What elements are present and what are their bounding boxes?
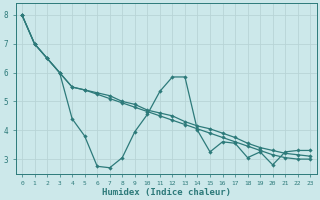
X-axis label: Humidex (Indice chaleur): Humidex (Indice chaleur)	[102, 188, 231, 197]
